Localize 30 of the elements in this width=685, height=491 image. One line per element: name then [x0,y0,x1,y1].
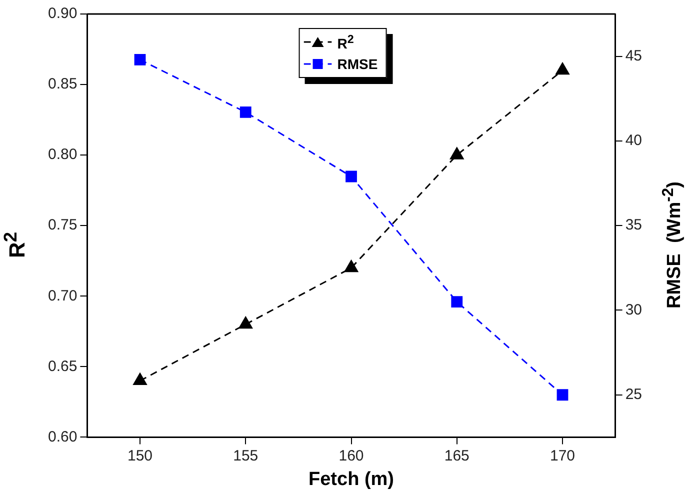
y-tick-label: 0.80 [48,146,78,164]
x-axis-title: Fetch (m) [308,468,394,490]
x-tick-label: 165 [444,447,470,464]
legend-label: RMSE [337,56,378,72]
point [238,316,252,329]
x-tick-label: 160 [338,447,364,464]
x-tick-label: 155 [233,447,258,464]
point [240,106,252,118]
point [451,296,463,308]
point [346,170,357,182]
y2-tick-label: 25 [625,386,642,404]
point [134,54,146,66]
y2-tick-label: 35 [625,216,642,234]
x-tick-label: 150 [127,447,153,464]
point [556,389,568,401]
legend-label: R$^{2}$ [337,32,354,52]
y2-tick-label: 40 [625,132,642,150]
y-tick-label: 0.70 [48,287,78,304]
y2-tick-label: 45 [625,47,642,64]
point [133,373,147,386]
y-tick-label: 0.75 [48,216,78,234]
y-tick-label: 0.65 [48,358,78,375]
y-tick-label: 0.85 [48,76,78,93]
y-tick-label: 0.60 [48,428,78,446]
point [450,147,464,160]
x-tick-label: 170 [550,447,576,464]
point [344,260,358,272]
y2-tick-label: 30 [625,301,642,318]
y-tick-label: 0.90 [48,5,78,22]
point [556,62,570,75]
